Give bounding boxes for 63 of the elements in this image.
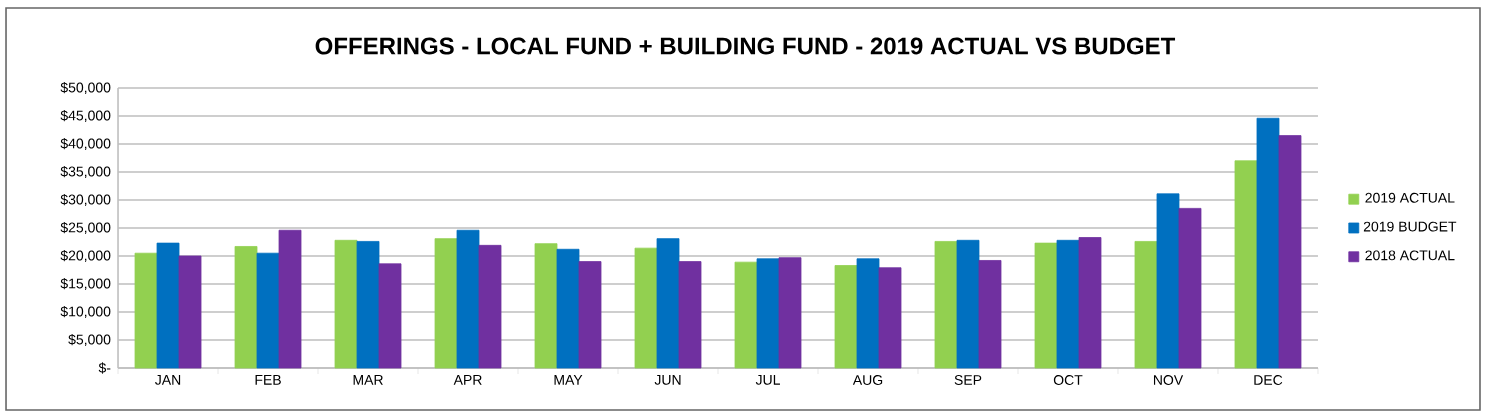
x-tick-label: MAR	[353, 375, 383, 385]
bar	[878, 267, 902, 369]
bar	[456, 229, 480, 369]
bar	[1234, 160, 1258, 369]
y-tick-label: $20,000	[60, 249, 111, 263]
x-tick-label: DEC	[1254, 375, 1283, 385]
y-tick-label: $10,000	[60, 305, 111, 319]
bar	[1278, 135, 1302, 369]
bar	[256, 252, 280, 369]
bar	[978, 260, 1002, 369]
y-tick-label: $5,000	[68, 333, 111, 347]
bar	[656, 238, 680, 369]
bar	[134, 252, 158, 369]
bar	[778, 257, 802, 369]
y-tick-label: $25,000	[60, 221, 111, 235]
x-tick-label: SEP	[954, 375, 982, 385]
bar	[1078, 237, 1102, 369]
bar	[1056, 239, 1080, 369]
bar	[1178, 207, 1202, 369]
chart-title: OFFERINGS - LOCAL FUND + BUILDING FUND - 2019 ACTUAL VS BUDGET	[315, 37, 1176, 55]
bar	[1134, 241, 1158, 369]
y-tick-label: $15,000	[60, 277, 111, 291]
bar	[1156, 193, 1180, 369]
bar	[1034, 242, 1058, 369]
y-tick-label: $40,000	[60, 137, 111, 151]
x-tick-label: NOV	[1153, 375, 1184, 385]
bar	[956, 239, 980, 369]
bar	[634, 247, 658, 369]
bar	[734, 261, 758, 369]
bar	[678, 261, 702, 369]
bar	[356, 241, 380, 369]
bar	[934, 241, 958, 369]
legend-label: 2019 ACTUAL	[1365, 192, 1455, 203]
bar	[434, 238, 458, 369]
y-tick-label: $30,000	[60, 193, 111, 207]
bar	[478, 244, 502, 369]
x-tick-label: AUG	[852, 375, 883, 385]
bar	[234, 246, 258, 369]
bar	[1256, 117, 1280, 369]
bar	[578, 261, 602, 369]
bar	[556, 248, 580, 369]
x-tick-label: JAN	[155, 375, 181, 385]
legend-label: 2019 BUDGET	[1363, 221, 1457, 232]
bar	[856, 258, 880, 369]
bar	[378, 263, 402, 369]
x-tick-label: JUN	[654, 375, 681, 385]
x-tick-label: APR	[453, 375, 482, 385]
bar	[834, 265, 858, 369]
bar	[756, 258, 780, 369]
y-tick-label: $45,000	[60, 109, 111, 123]
y-tick-label: $-	[98, 362, 111, 374]
x-tick-label: OCT	[1053, 375, 1083, 385]
bar	[334, 239, 358, 369]
bar	[156, 242, 180, 369]
x-tick-label: FEB	[255, 375, 281, 385]
bar	[178, 255, 202, 369]
bar	[278, 229, 302, 369]
legend-label: 2018 ACTUAL	[1365, 250, 1455, 261]
x-tick-label: JUL	[755, 375, 780, 385]
y-tick-label: $35,000	[60, 165, 111, 179]
bar	[534, 243, 558, 369]
x-tick-label: MAY	[554, 375, 583, 385]
y-tick-label: $50,000	[60, 81, 111, 95]
